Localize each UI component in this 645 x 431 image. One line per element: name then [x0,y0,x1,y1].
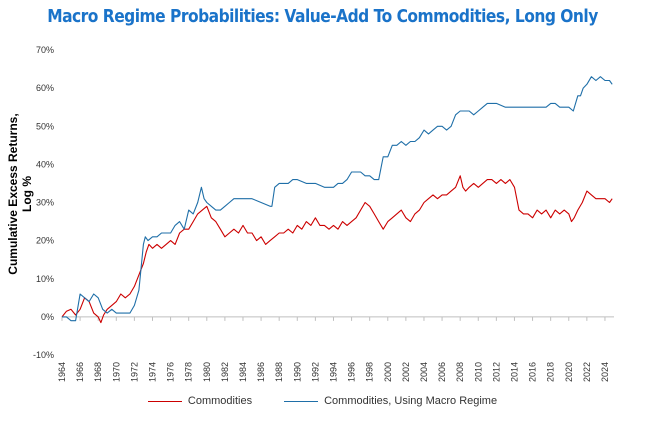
x-tick-label: 1974 [147,362,157,382]
x-tick-label: 1998 [365,362,375,382]
x-tick-label: 1968 [93,362,103,382]
x-tick-label: 2012 [491,362,501,382]
y-tick-label: -10% [33,350,54,360]
series-line-macro-regime [62,76,613,322]
x-tick-label: 2018 [546,362,556,382]
x-tick-label: 1970 [111,362,121,382]
y-tick-label: 60% [36,83,54,93]
x-tick-label: 1996 [347,362,357,382]
legend-item-macro-regime: Commodities, Using Macro Regime [284,395,497,407]
x-tick-label: 2024 [600,362,610,382]
x-tick-label: 1992 [310,362,320,382]
legend: Commodities Commodities, Using Macro Reg… [0,395,645,407]
y-tick-label: 0% [41,312,54,322]
x-tick-label: 2020 [564,362,574,382]
chart-title: Macro Regime Probabilities: Value-Add To… [47,6,598,27]
axes-group: -10% 0% 10% 20% 30% 40% 50% 60% 70% 1964 1966 1968 1… [33,45,614,382]
x-tick-label: 2022 [582,362,592,382]
x-tick-label: 1994 [328,362,338,382]
x-tick-label: 1984 [238,362,248,382]
x-tick-label: 2016 [528,362,538,382]
x-tick-label: 2006 [437,362,447,382]
legend-label-macro-regime: Commodities, Using Macro Regime [324,395,498,407]
x-tick-label: 2010 [473,362,483,382]
x-tick-label: 2000 [383,362,393,382]
x-tick-label: 1982 [220,362,230,382]
legend-label-commodities: Commodities [187,395,253,407]
x-tick-label: 1988 [274,362,284,382]
series-group [61,76,613,324]
y-tick-label: 70% [36,45,54,55]
x-tick-label: 1980 [202,362,212,382]
y-tick-label: 10% [36,274,54,284]
series-line-commodities [61,175,613,324]
x-tick-label: 2004 [419,362,429,382]
y-tick-label: 20% [36,236,54,246]
y-tick-label: 50% [36,121,54,131]
x-tick-label: 2002 [401,362,411,382]
y-tick-label: 40% [36,159,54,169]
x-tick-label: 1990 [292,362,302,382]
x-tick-label: 1976 [166,362,176,382]
x-tick-label: 1966 [75,362,85,382]
legend-item-commodities: Commodities [147,395,253,407]
x-tick-label: 2014 [509,362,519,382]
x-tick-label: 1972 [129,362,139,382]
x-tick-label: 2008 [455,362,465,382]
y-tick-label: 30% [36,198,54,208]
legend-swatch-macro-regime [284,400,319,402]
x-tick-label: 1964 [57,362,67,382]
x-tick-label: 1978 [184,362,194,382]
legend-swatch-commodities [147,400,182,402]
x-tick-label: 1986 [256,362,266,382]
